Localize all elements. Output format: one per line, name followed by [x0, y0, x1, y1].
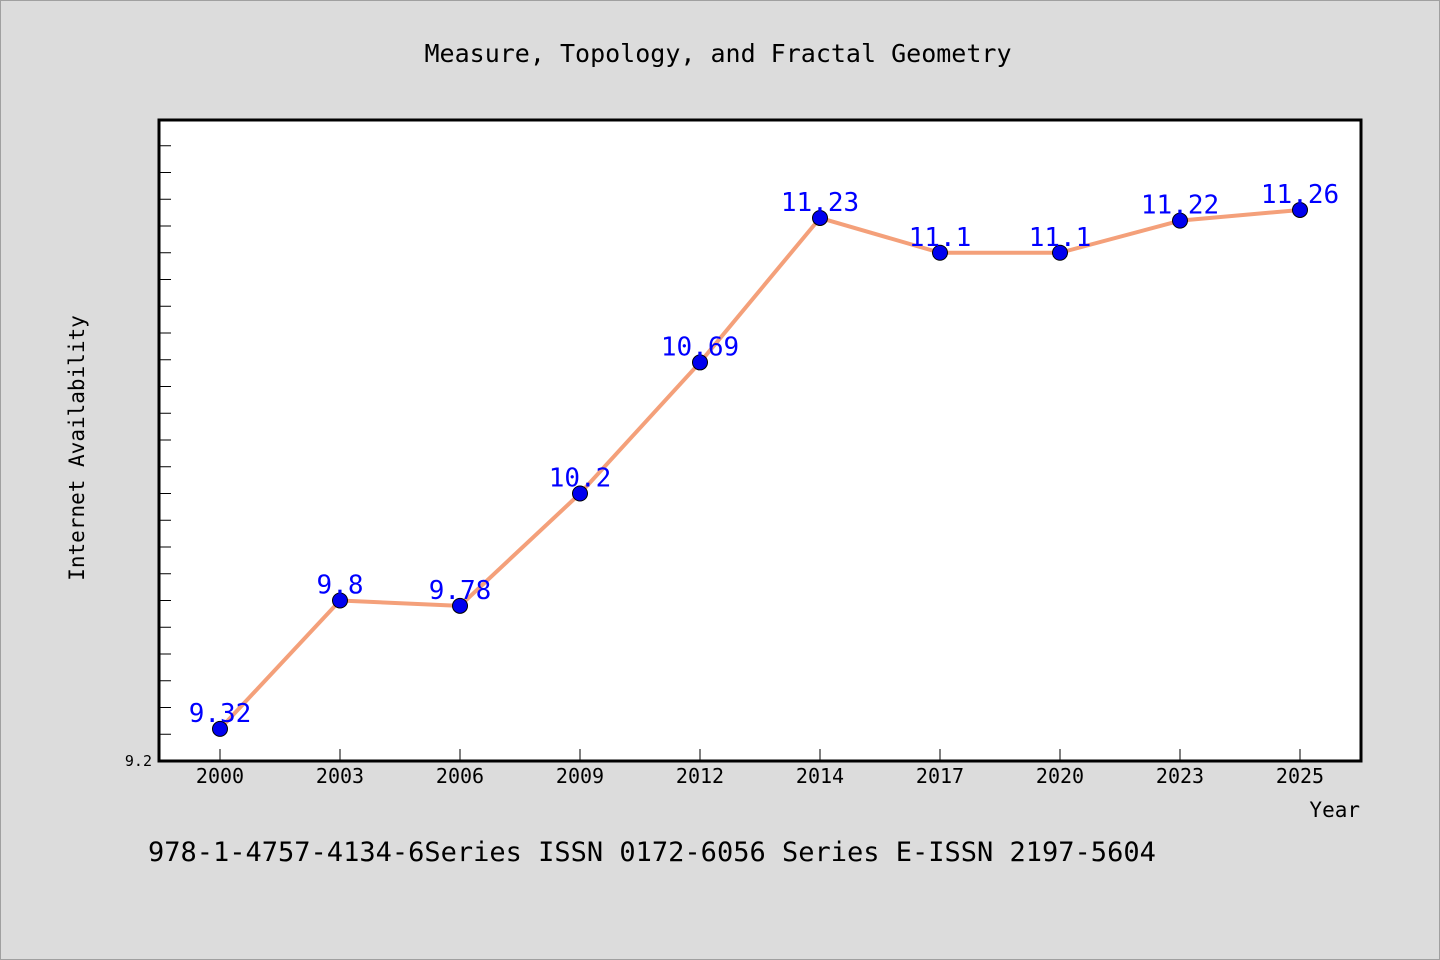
data-point — [932, 244, 948, 261]
data-label: 11.1 — [1029, 223, 1092, 253]
chart-title: Measure, Topology, and Fractal Geometry — [425, 39, 1012, 68]
data-point — [1052, 244, 1068, 261]
data-label: 10.2 — [549, 464, 612, 494]
x-axis-ticks: 2000 2003 2006 2009 2012 2014 2017 2020 2023 2025 — [196, 749, 1324, 788]
data-label: 11.23 — [781, 188, 859, 218]
data-label: 9.8 — [317, 571, 364, 601]
data-label: 11.22 — [1141, 191, 1219, 221]
data-point — [332, 592, 348, 609]
x-tick-label: 2003 — [316, 764, 364, 788]
x-tick-label: 2017 — [916, 764, 964, 788]
y-axis-ticks — [159, 145, 171, 762]
series-line-group: 9.32 9.8 9.78 10.2 10.69 11.23 11.1 11.1 11.22 11… — [189, 180, 1339, 737]
data-point — [452, 597, 468, 614]
data-label: 11.26 — [1261, 180, 1339, 210]
x-tick-label: 2020 — [1036, 764, 1084, 788]
y-tick-label: 9.2 — [125, 752, 152, 770]
data-label: 10.69 — [661, 332, 739, 362]
x-tick-label: 2006 — [436, 764, 484, 788]
x-tick-label: 2012 — [676, 764, 724, 788]
data-point — [212, 720, 228, 737]
footer-isbn-text: 978-1-4757-4134-6Series ISSN 0172-6056 S… — [148, 837, 1156, 868]
y-axis-label: Internet Availability — [65, 315, 89, 581]
series-line — [218, 207, 1301, 731]
data-point — [1292, 201, 1308, 218]
x-tick-label: 2014 — [796, 764, 844, 788]
x-tick-label: 2025 — [1276, 764, 1324, 788]
data-label: 9.78 — [429, 576, 492, 606]
data-point — [1172, 212, 1188, 229]
x-tick-label: 2009 — [556, 764, 604, 788]
x-tick-label: 2023 — [1156, 764, 1204, 788]
x-tick-label: 2000 — [196, 764, 244, 788]
data-point — [692, 354, 708, 371]
data-point — [812, 209, 828, 226]
data-point — [572, 485, 588, 502]
data-label: 11.1 — [909, 223, 972, 253]
data-label: 9.32 — [189, 699, 252, 729]
x-axis-label: Year — [1309, 798, 1360, 822]
